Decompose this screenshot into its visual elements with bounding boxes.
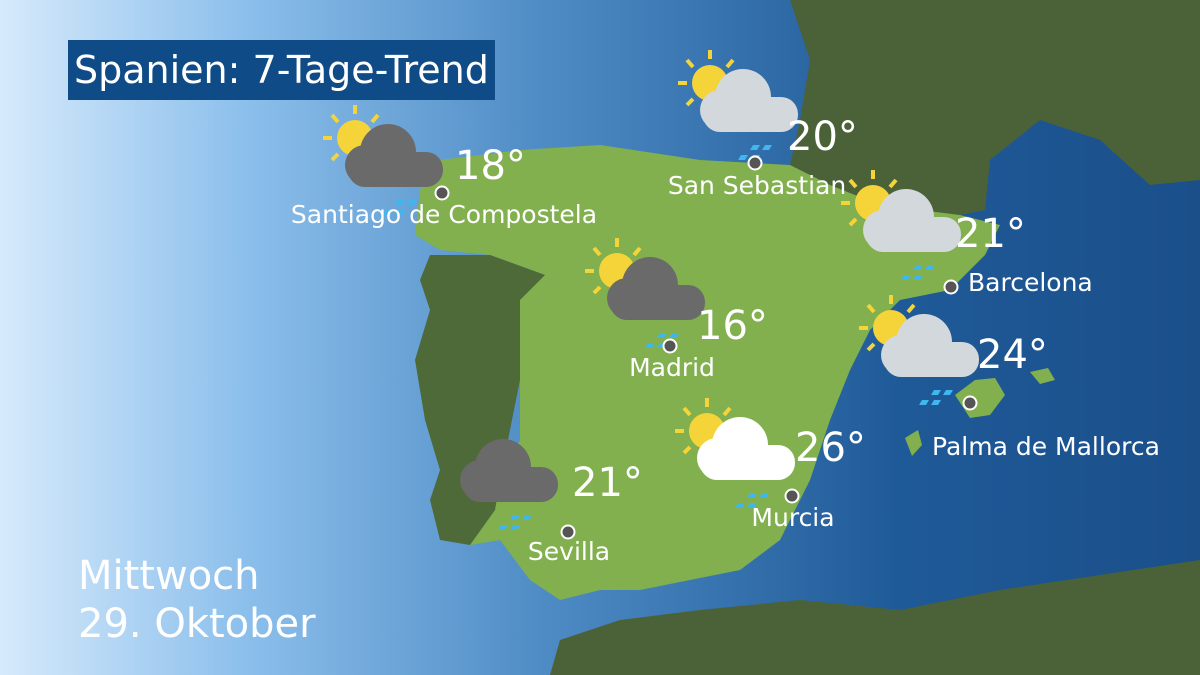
cloud-icon <box>881 314 979 377</box>
city-name: Murcia <box>751 503 835 532</box>
city-dot <box>662 338 678 354</box>
city-temperature: 26° <box>795 425 866 471</box>
rain-icon <box>383 200 417 215</box>
cloud-icon <box>460 439 558 502</box>
rain-icon <box>919 390 953 405</box>
city-name: Sevilla <box>527 537 611 566</box>
sun-light-cloud-rain-icon <box>675 45 815 160</box>
city-dot <box>784 488 800 504</box>
city-dot <box>434 185 450 201</box>
rain-icon <box>735 493 769 508</box>
rain-icon <box>901 265 935 280</box>
date-display: Mittwoch 29. Oktober <box>78 552 316 648</box>
city-name: Palma de Mallorca <box>932 432 1160 461</box>
city-temperature: 21° <box>955 211 1026 257</box>
city-temperature: 18° <box>455 143 526 189</box>
city-name: Madrid <box>629 353 715 382</box>
city-name: San Sebastian <box>667 171 847 200</box>
city-name: Barcelona <box>968 268 1093 297</box>
weekday: Mittwoch <box>78 553 260 599</box>
cloud-icon <box>700 69 798 132</box>
sun-light-cloud-rain-icon <box>838 165 978 280</box>
sun-white-cloud-rain-icon <box>672 393 812 508</box>
ibiza-land <box>905 430 922 456</box>
city-dot <box>962 395 978 411</box>
france-land <box>790 0 1200 215</box>
city-temperature: 24° <box>977 332 1048 378</box>
spain-land <box>415 145 1000 600</box>
cloud-icon <box>607 257 705 320</box>
dark-cloud-rain-icon <box>435 415 575 530</box>
city-dot <box>747 155 763 171</box>
city-temperature: 20° <box>787 114 858 160</box>
sun-light-cloud-rain-icon <box>856 290 996 405</box>
portugal-land <box>415 255 545 545</box>
city-dot <box>560 524 576 540</box>
cloud-icon <box>863 189 961 252</box>
cloud-icon <box>697 417 795 480</box>
city-temperature: 16° <box>697 303 768 349</box>
cloud-icon <box>345 124 443 187</box>
city-dot <box>943 279 959 295</box>
city-name: Santiago de Compostela <box>290 200 598 229</box>
city-temperature: 21° <box>572 460 643 506</box>
page-title: Spanien: 7-Tage-Trend <box>68 40 495 100</box>
rain-icon <box>498 515 532 530</box>
date-day: 29. Oktober <box>78 601 316 647</box>
menorca-land <box>1030 368 1055 384</box>
africa-land <box>550 560 1200 675</box>
sun-dark-cloud-rain-icon <box>582 233 722 348</box>
sun-dark-cloud-rain-icon <box>320 100 460 215</box>
